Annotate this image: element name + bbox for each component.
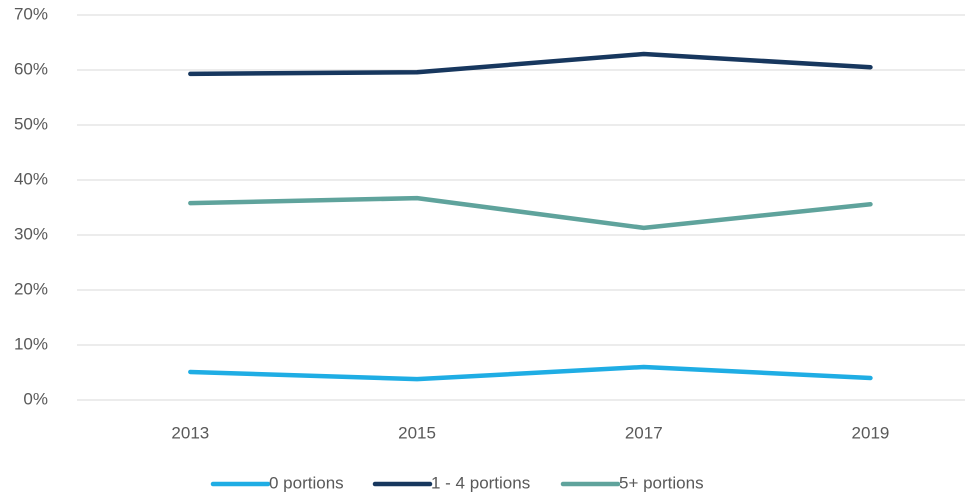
y-tick-label: 0%	[23, 389, 48, 408]
series-line	[188, 195, 873, 231]
legend-label: 5+ portions	[619, 473, 704, 492]
series-line	[188, 51, 873, 77]
y-tick-label: 30%	[14, 224, 48, 243]
legend-label: 0 portions	[269, 473, 344, 492]
legend-label: 1 - 4 portions	[431, 473, 530, 492]
x-tick-label: 2013	[171, 423, 209, 442]
y-tick-label: 40%	[14, 169, 48, 188]
y-tick-label: 20%	[14, 279, 48, 298]
x-tick-label: 2015	[398, 423, 436, 442]
y-tick-label: 60%	[14, 59, 48, 78]
series-line	[188, 364, 873, 382]
y-tick-label: 50%	[14, 114, 48, 133]
y-tick-label: 10%	[14, 334, 48, 353]
y-tick-label: 70%	[14, 4, 48, 23]
x-tick-label: 2017	[625, 423, 663, 442]
x-tick-label: 2019	[852, 423, 890, 442]
